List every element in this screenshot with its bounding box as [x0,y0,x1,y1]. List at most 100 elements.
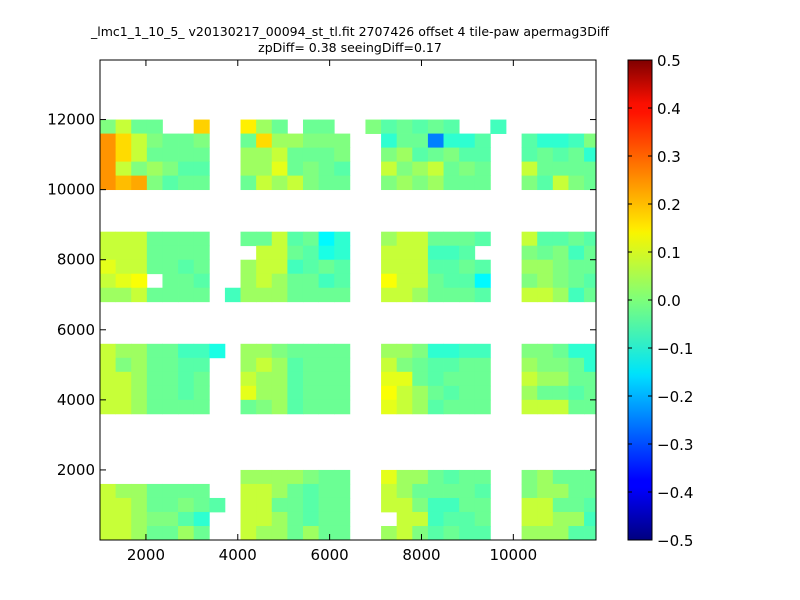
heatmap-cell [412,357,429,373]
heatmap-cell [302,371,319,387]
heatmap-cell [318,371,335,387]
heatmap-cell [146,133,163,148]
heatmap-cell [178,175,195,191]
heatmap-cell [443,119,460,134]
heatmap-cell [381,497,398,513]
heatmap-cell [474,343,491,359]
heatmap-cell [537,385,554,401]
heatmap-cell [459,161,476,177]
heatmap-cell [256,147,273,162]
heatmap-cell [474,147,491,162]
heatmap-cell [396,343,413,359]
heatmap-cell [271,147,288,162]
y-tick-label: 10000 [47,181,95,199]
heatmap-cell [521,357,538,373]
heatmap-cell [162,259,179,275]
heatmap-cell [115,343,132,359]
heatmap-cell [552,147,569,162]
heatmap-cell [552,483,569,499]
heatmap-cell [427,245,444,261]
heatmap-cell [521,497,538,513]
heatmap-cell [427,399,444,415]
heatmap-cell [318,231,335,247]
heatmap-cell [193,483,210,499]
y-tick-label: 6000 [57,321,95,339]
heatmap-cell [302,259,319,275]
heatmap-cell [396,273,413,289]
heatmap-cell [537,133,554,148]
heatmap-cell [568,357,585,373]
heatmap-cell [521,259,538,275]
y-tick-label: 4000 [57,391,95,409]
heatmap-cell [537,231,554,247]
heatmap-cell [131,385,148,401]
heatmap-cell [412,497,429,513]
heatmap-cell [287,483,304,499]
heatmap-cell [318,385,335,401]
heatmap-cells [100,119,597,541]
heatmap-cell [256,483,273,499]
heatmap-cell [459,273,476,289]
heatmap-cell [334,161,351,177]
heatmap-cell [146,525,163,541]
heatmap-cell [271,259,288,275]
colorbar-tick-label: 0.1 [657,244,681,262]
heatmap-cell [131,273,148,289]
heatmap-cell [334,497,351,513]
heatmap-cell [381,469,398,485]
heatmap-cell [584,497,597,513]
heatmap-cell [100,231,117,247]
heatmap-cell [396,245,413,261]
heatmap-cell [287,525,304,541]
heatmap-cell [302,525,319,541]
heatmap-cell [193,287,210,303]
heatmap-cell [474,133,491,148]
heatmap-cell [271,469,288,485]
heatmap-cell [459,385,476,401]
heatmap-cell [568,497,585,513]
heatmap-cell [396,469,413,485]
heatmap-cell [443,147,460,162]
heatmap-cell [552,245,569,261]
heatmap-cell [412,273,429,289]
heatmap-cell [396,511,413,527]
heatmap-cell [568,147,585,162]
heatmap-cell [396,287,413,303]
heatmap-cell [459,245,476,261]
heatmap-cell [193,245,210,261]
heatmap-cell [146,119,163,134]
heatmap-cell [271,357,288,373]
heatmap-cell [568,133,585,148]
heatmap-cell [537,511,554,527]
heatmap-cell [178,497,195,513]
heatmap-cell [115,119,132,134]
heatmap-cell [178,147,195,162]
x-tick-label: 6000 [311,546,349,564]
plot-frame [99,59,597,541]
heatmap-cell [100,245,117,261]
heatmap-cell [396,161,413,177]
heatmap-cell [381,385,398,401]
heatmap-cell [443,371,460,387]
heatmap-cell [256,497,273,513]
heatmap-cell [240,371,257,387]
heatmap-cell [178,343,195,359]
heatmap-cell [209,343,226,359]
heatmap-cell [162,273,179,289]
heatmap-cell [474,385,491,401]
heatmap-cell [146,483,163,499]
heatmap-cell [271,161,288,177]
heatmap-cell [474,259,491,275]
heatmap-cell [193,357,210,373]
chart-title: _lmc1_1_10_5_ v20130217_00094_st_tl.fit … [91,24,609,39]
heatmap-cell [271,385,288,401]
heatmap-cell [474,497,491,513]
heatmap-cell [521,287,538,303]
heatmap-cell [318,511,335,527]
heatmap-cell [193,525,210,541]
heatmap-cell [256,399,273,415]
heatmap-cell [287,399,304,415]
heatmap-cell [443,161,460,177]
heatmap-cell [287,231,304,247]
heatmap-cell [521,231,538,247]
